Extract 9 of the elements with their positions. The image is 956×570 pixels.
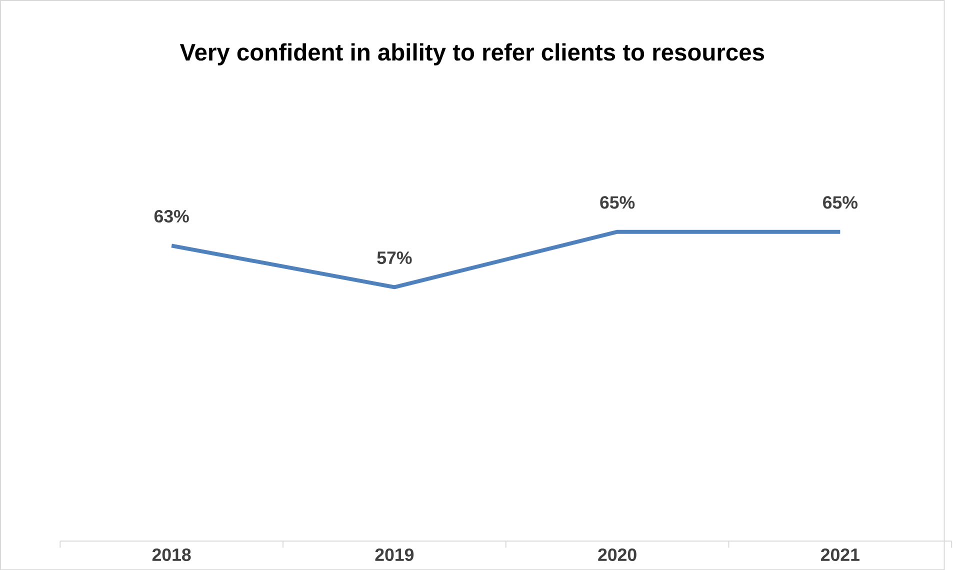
x-tick-label: 2020 (598, 548, 636, 561)
data-label: 65% (600, 196, 635, 209)
x-tick-label: 2018 (152, 548, 191, 561)
x-tick-label: 2019 (375, 548, 414, 561)
data-label: 57% (377, 251, 412, 264)
chart-title: Very confident in ability to refer clients to resources (180, 43, 764, 66)
data-label: 65% (823, 196, 858, 209)
x-tick-label: 2021 (821, 548, 860, 561)
data-label: 63% (154, 210, 189, 222)
